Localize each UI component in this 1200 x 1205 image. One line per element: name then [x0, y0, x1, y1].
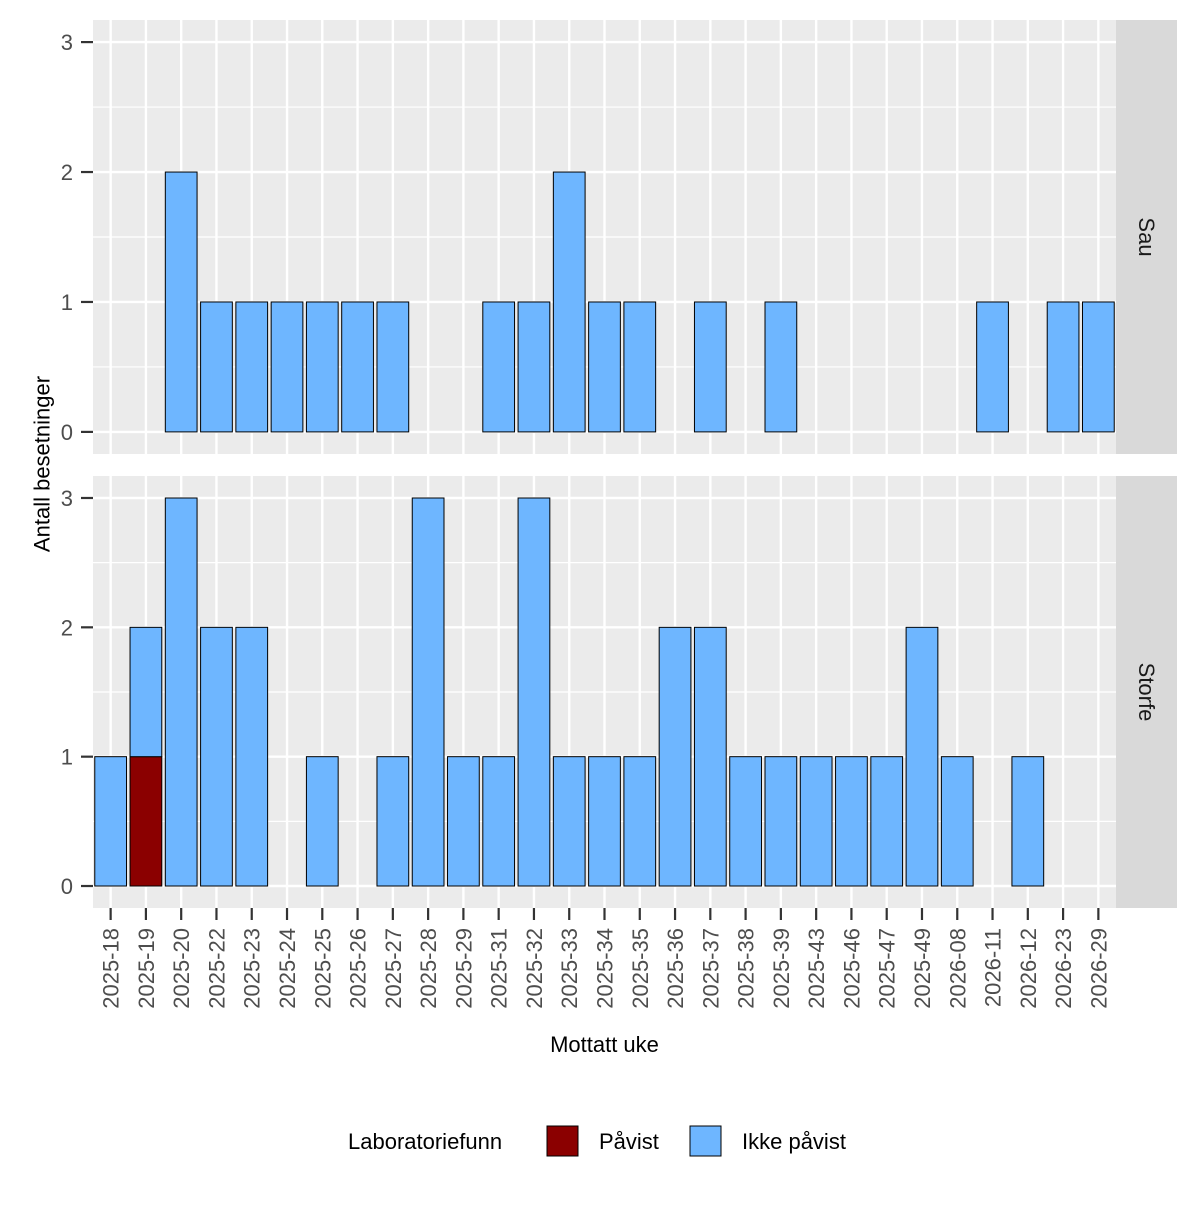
x-axis: 2025-18 2025-19 2025-20 2025-22 2025-23 2025-… — [99, 908, 1111, 1009]
bar — [341, 301, 374, 433]
bar — [129, 626, 163, 758]
facet-label: Storfe — [1134, 663, 1159, 722]
legend-key — [689, 1125, 722, 1157]
x-tick-label: 2025-46 — [839, 928, 864, 1009]
bar — [482, 301, 516, 433]
facet-strip — [1116, 476, 1177, 908]
y-tick-label: 0 — [61, 420, 73, 445]
bar — [940, 756, 974, 887]
bar — [411, 497, 445, 887]
bar — [164, 171, 198, 433]
bar — [305, 301, 339, 433]
x-tick-label: 2025-22 — [204, 928, 229, 1009]
bar — [729, 756, 762, 887]
bar — [94, 756, 128, 887]
x-tick-label: 2025-32 — [522, 928, 547, 1009]
bar — [799, 756, 833, 887]
x-tick-label: 2026-11 — [981, 928, 1006, 1007]
y-tick-label: 3 — [61, 486, 73, 511]
x-tick-label: 2025-47 — [875, 928, 900, 1009]
x-tick-label: 2025-19 — [134, 928, 159, 1009]
legend-key — [546, 1125, 579, 1157]
x-tick-label: 2025-26 — [346, 928, 371, 1009]
y-tick-label: 2 — [61, 615, 73, 640]
bar — [552, 756, 586, 887]
x-tick-label: 2025-29 — [451, 928, 476, 1009]
x-tick-label: 2025-25 — [310, 928, 335, 1009]
x-tick-label: 2026-08 — [945, 928, 970, 1009]
bar — [200, 301, 233, 433]
bar — [1081, 301, 1115, 433]
panel-sau: 0 1 2 3 Sau — [61, 20, 1177, 454]
x-tick-label: 2025-35 — [628, 928, 653, 1009]
bar — [235, 301, 269, 433]
x-tick-label: 2025-24 — [275, 928, 300, 1009]
x-tick-label: 2025-33 — [557, 928, 582, 1009]
bar — [693, 301, 727, 433]
bar — [870, 756, 904, 887]
bar — [376, 301, 410, 433]
facet-strip — [1116, 20, 1177, 454]
x-tick-label: 2025-39 — [769, 928, 794, 1009]
bar — [200, 626, 233, 887]
x-tick-label: 2025-43 — [804, 928, 829, 1009]
x-tick-label: 2026-29 — [1086, 928, 1111, 1009]
x-tick-label: 2025-20 — [169, 928, 194, 1009]
bar — [129, 756, 163, 887]
x-tick-label: 2025-38 — [734, 928, 759, 1009]
legend: Laboratoriefunn Påvist Ikke påvist — [348, 1125, 846, 1157]
bar — [976, 301, 1009, 433]
bar — [270, 301, 304, 433]
y-tick-label: 1 — [61, 745, 73, 770]
bar — [588, 756, 621, 887]
bar — [764, 301, 798, 433]
x-tick-label: 2025-49 — [910, 928, 935, 1009]
y-tick-label: 3 — [61, 30, 73, 55]
bar — [482, 756, 516, 887]
x-tick-label: 2025-36 — [663, 928, 688, 1009]
legend-title: Laboratoriefunn — [348, 1129, 502, 1154]
bar — [764, 756, 798, 887]
y-tick-label: 2 — [61, 160, 73, 185]
x-tick-label: 2025-23 — [240, 928, 265, 1009]
bar — [552, 171, 586, 433]
y-axis-title: Antall besetninger — [30, 376, 55, 552]
panel-storfe: 0 1 2 3 Storfe — [61, 476, 1177, 908]
x-tick-label: 2025-34 — [593, 928, 618, 1009]
bar — [588, 301, 621, 433]
x-tick-label: 2025-18 — [99, 928, 124, 1009]
bar — [376, 756, 410, 887]
x-tick-label: 2026-23 — [1051, 928, 1076, 1009]
x-axis-title: Mottatt uke — [550, 1032, 659, 1057]
bar — [1046, 301, 1080, 433]
x-tick-label: 2025-28 — [416, 928, 441, 1009]
bar — [517, 301, 551, 433]
legend-label: Påvist — [599, 1129, 659, 1154]
x-tick-label: 2025-27 — [381, 928, 406, 1009]
legend-label: Ikke påvist — [742, 1129, 846, 1154]
y-tick-label: 0 — [61, 874, 73, 899]
bar — [517, 497, 551, 887]
bar — [623, 301, 657, 433]
bar — [905, 626, 939, 887]
bar — [693, 626, 727, 887]
x-tick-label: 2026-12 — [1016, 928, 1041, 1009]
bar — [447, 756, 480, 887]
x-tick-label: 2025-31 — [487, 928, 512, 1009]
bar — [835, 756, 868, 887]
bar — [623, 756, 657, 887]
bar — [235, 626, 269, 887]
bar — [1011, 756, 1045, 887]
bar — [305, 756, 339, 887]
bar — [658, 626, 692, 887]
bar — [164, 497, 198, 887]
x-tick-label: 2025-37 — [698, 928, 723, 1009]
facet-label: Sau — [1134, 217, 1159, 256]
y-tick-label: 1 — [61, 290, 73, 315]
